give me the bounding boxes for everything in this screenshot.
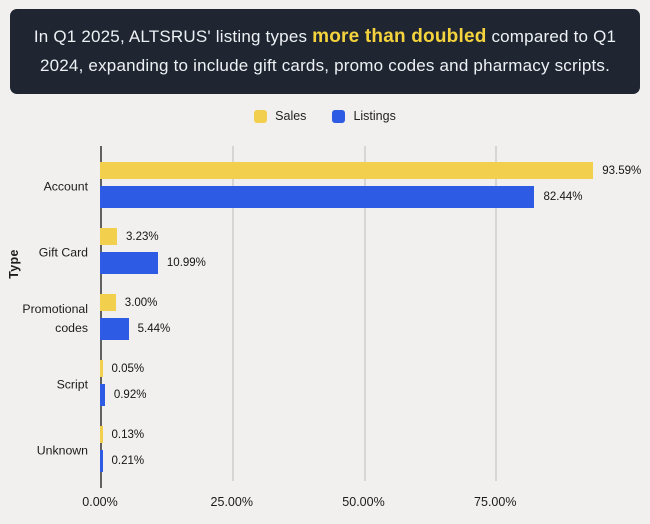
bar-listings-unknown[interactable] xyxy=(100,450,103,472)
bar-listings-gift-card[interactable] xyxy=(100,252,158,274)
bar-sales-gift-card[interactable] xyxy=(100,228,118,245)
bar-sales-unknown[interactable] xyxy=(100,426,103,443)
bar-listings-account[interactable] xyxy=(100,186,535,208)
bar-value-sales-account: 93.59% xyxy=(602,164,642,177)
legend-swatch-sales xyxy=(254,109,268,123)
legend-item-sales[interactable]: Sales xyxy=(254,109,306,123)
bar-value-sales-unknown: 0.13% xyxy=(111,428,145,441)
category-label-gift-card: Gift Card xyxy=(38,245,88,260)
legend-swatch-listings xyxy=(332,109,346,123)
headline-text-after: compared to Q1 xyxy=(486,27,617,46)
gridline-25 xyxy=(231,146,234,481)
headline-highlight: more than doubled xyxy=(312,26,487,47)
bar-listings-promotional-codes[interactable] xyxy=(100,318,129,340)
category-label-script: Script xyxy=(56,377,88,392)
x-tick-label-0: 0.00% xyxy=(82,495,118,509)
bar-value-sales-gift-card: 3.23% xyxy=(126,230,159,243)
legend-label-listings: Listings xyxy=(353,109,396,123)
bar-value-listings-unknown: 0.21% xyxy=(111,455,145,467)
bar-value-listings-account: 82.44% xyxy=(543,191,583,203)
page: In Q1 2025, ALTSRUS' listing types more … xyxy=(0,9,650,524)
y-axis-line xyxy=(100,146,102,488)
headline-line-2: 2024, expanding to include gift cards, p… xyxy=(39,56,611,75)
legend-item-listings[interactable]: Listings xyxy=(332,109,396,123)
gridline-75 xyxy=(495,146,498,481)
x-tick-label-25: 25.00% xyxy=(210,495,253,509)
x-tick-label-75: 75.00% xyxy=(474,495,517,509)
category-label-unknown: Unknown xyxy=(36,443,88,458)
chart-legend: Sales Listings xyxy=(0,108,650,124)
bar-value-sales-script: 0.05% xyxy=(111,362,145,375)
bar-sales-promotional-codes[interactable] xyxy=(100,294,116,311)
bar-value-listings-gift-card: 10.99% xyxy=(166,257,206,269)
headline-text-before: In Q1 2025, ALTSRUS' listing types xyxy=(33,27,313,46)
bar-value-sales-promotional-codes: 3.00% xyxy=(124,296,158,309)
bar-listings-script[interactable] xyxy=(100,384,105,406)
bar-value-listings-promotional-codes: 5.44% xyxy=(137,323,171,335)
legend-label-sales: Sales xyxy=(275,109,307,123)
gridline-50 xyxy=(363,146,366,481)
bar-sales-script[interactable] xyxy=(100,360,103,377)
x-tick-label-50: 50.00% xyxy=(342,495,385,509)
bar-value-listings-script: 0.92% xyxy=(113,389,147,401)
headline-banner: In Q1 2025, ALTSRUS' listing types more … xyxy=(10,9,640,94)
headline-line-1: In Q1 2025, ALTSRUS' listing types more … xyxy=(18,22,632,51)
category-label-account: Account xyxy=(43,179,88,194)
category-label-promotional-codes: Promotional codes xyxy=(22,301,88,335)
bar-chart: Type 0.00% 25.00% 50.00% 75.00% Account 93.59… xyxy=(0,146,650,509)
bar-sales-account[interactable] xyxy=(100,162,594,179)
